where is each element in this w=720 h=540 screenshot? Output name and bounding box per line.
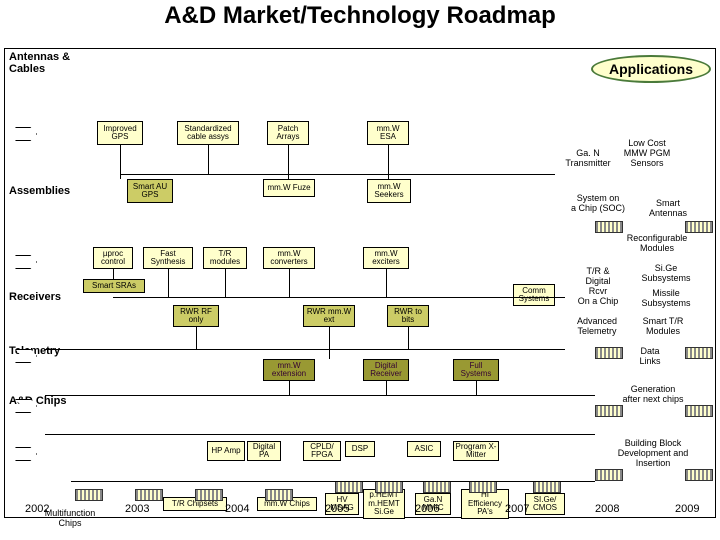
connector-line	[386, 381, 387, 395]
hatched-marker	[685, 405, 713, 417]
hatched-marker	[685, 469, 713, 481]
connector-line	[408, 327, 409, 349]
side-note: Data Links	[625, 347, 675, 367]
node-box: p.HEMT m.HEMT Si.Ge	[363, 489, 405, 519]
side-note: Missile Subsystems	[633, 289, 699, 309]
hatched-marker	[685, 347, 713, 359]
node-box: mm.W exciters	[363, 247, 409, 269]
year-label: 2008	[595, 503, 619, 515]
node-box: ASIC	[407, 441, 441, 457]
side-note: Smart T/R Modules	[633, 317, 693, 337]
node-box: Program X-Mitter	[453, 441, 499, 461]
connector-line	[329, 327, 330, 359]
node-box: Standardized cable assys	[177, 121, 239, 145]
hatched-marker	[423, 481, 451, 493]
row-arrow-icon	[15, 127, 37, 141]
hatched-marker	[595, 469, 623, 481]
node-box: RWR RF only	[173, 305, 219, 327]
side-note: Generation after next chips	[603, 385, 703, 405]
hatched-marker	[685, 221, 713, 233]
row-arrow-icon	[15, 255, 37, 269]
connector-line	[168, 269, 169, 297]
connector-line	[388, 145, 389, 179]
side-note: Ga. N Transmitter	[563, 149, 613, 169]
year-label: 2002	[25, 503, 49, 515]
year-label: 2005	[325, 503, 349, 515]
connector-line	[289, 269, 290, 297]
node-box: CPLD/ FPGA	[303, 441, 341, 461]
side-note: Building Block Development and Insertion	[603, 439, 703, 469]
node-box: SI.Ge/ CMOS	[525, 493, 565, 515]
connector-line	[208, 145, 209, 174]
label-antennas: Antennas & Cables	[9, 51, 70, 75]
connector-line	[113, 269, 114, 279]
year-label: 2006	[415, 503, 439, 515]
connector-line	[45, 434, 595, 435]
connector-line	[120, 174, 555, 175]
node-box: Fast Synthesis	[143, 247, 193, 269]
hatched-marker	[595, 221, 623, 233]
connector-line	[45, 349, 565, 350]
connector-line	[288, 145, 289, 179]
node-box: DSP	[345, 441, 375, 457]
node-box: µproc control	[93, 247, 133, 269]
roadmap-canvas: A&D Market/Technology Roadmap Antennas &…	[0, 0, 720, 540]
hatched-marker	[135, 489, 163, 501]
connector-line	[196, 327, 197, 349]
label-assemblies: Assemblies	[9, 185, 70, 197]
year-label: 2007	[505, 503, 529, 515]
side-note: Si.Ge Subsystems	[633, 264, 699, 284]
node-box: mm.W ESA	[367, 121, 409, 145]
node-box: RWR to bits	[387, 305, 429, 327]
connector-line	[289, 381, 290, 395]
year-label: 2003	[125, 503, 149, 515]
node-box: Digital Receiver	[363, 359, 409, 381]
connector-line	[476, 381, 477, 395]
node-box: mm.W converters	[263, 247, 315, 269]
side-note: System on a Chip (SOC)	[563, 194, 633, 214]
side-note: Comm Systems	[513, 284, 555, 306]
connector-line	[71, 481, 595, 482]
hatched-marker	[469, 481, 497, 493]
node-box: HI Efficiency PA's	[461, 489, 509, 519]
node-box: HP Amp	[207, 441, 245, 461]
node-box: mm.W extension	[263, 359, 315, 381]
side-note: Smart Antennas	[643, 199, 693, 219]
hatched-marker	[595, 347, 623, 359]
node-box: Patch Arrays	[267, 121, 309, 145]
connector-line	[120, 145, 121, 179]
page-title: A&D Market/Technology Roadmap	[0, 2, 720, 30]
node-box: Smart SRAs	[83, 279, 145, 293]
side-note: Reconfigurable Modules	[617, 234, 697, 254]
label-receivers: Receivers	[9, 291, 61, 303]
side-note: Low Cost MMW PGM Sensors	[617, 139, 677, 169]
hatched-marker	[595, 405, 623, 417]
applications-ellipse: Applications	[591, 55, 711, 83]
hatched-marker	[375, 481, 403, 493]
year-label: 2004	[225, 503, 249, 515]
node-box: Improved GPS	[97, 121, 143, 145]
year-label: 2009	[675, 503, 699, 515]
row-arrow-icon	[15, 447, 37, 461]
node-box: Smart AU GPS	[127, 179, 173, 203]
hatched-marker	[265, 489, 293, 501]
hatched-marker	[533, 481, 561, 493]
hatched-marker	[195, 489, 223, 501]
node-box: Digital PA	[247, 441, 281, 461]
connector-line	[45, 395, 595, 396]
connector-line	[386, 269, 387, 297]
node-box: T/R modules	[203, 247, 247, 269]
connector-line	[113, 297, 565, 298]
side-note: T/R & Digital Rcvr On a Chip	[569, 267, 627, 307]
node-box: mm.W Seekers	[367, 179, 411, 203]
node-box: mm.W Fuze	[263, 179, 315, 197]
node-box: RWR mm.W ext	[303, 305, 355, 327]
hatched-marker	[75, 489, 103, 501]
main-area: Antennas & Cables Assemblies Receivers T…	[4, 48, 716, 518]
node-box: Full Systems	[453, 359, 499, 381]
connector-line	[225, 269, 226, 297]
hatched-marker	[335, 481, 363, 493]
side-note: Advanced Telemetry	[569, 317, 625, 337]
